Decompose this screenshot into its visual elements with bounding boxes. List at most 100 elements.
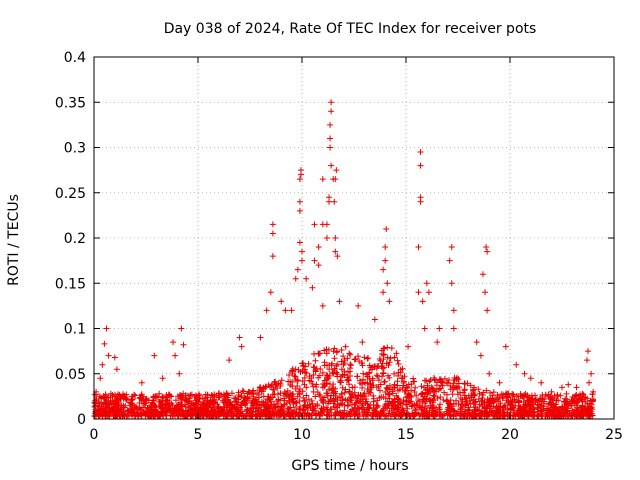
- background-point: [342, 396, 349, 403]
- background-point: [158, 398, 165, 405]
- background-point: [347, 362, 354, 369]
- data-point: [486, 370, 493, 377]
- background-point: [114, 392, 121, 399]
- background-point: [325, 346, 332, 353]
- background-point: [366, 405, 373, 412]
- data-point: [565, 381, 572, 388]
- background-point: [285, 378, 292, 385]
- background-point: [327, 396, 334, 403]
- background-point: [569, 410, 576, 417]
- background-point: [394, 357, 401, 364]
- background-point: [345, 376, 352, 383]
- background-point: [410, 375, 417, 382]
- background-point: [200, 401, 207, 408]
- background-point: [538, 412, 545, 419]
- background-point: [430, 396, 437, 403]
- background-point: [433, 404, 440, 411]
- y-tick-label: 0.25: [55, 186, 86, 202]
- background-point: [557, 392, 564, 399]
- data-point: [359, 339, 366, 346]
- background-point: [132, 392, 139, 399]
- background-point: [356, 377, 363, 384]
- background-point: [450, 380, 457, 387]
- background-point: [347, 351, 354, 358]
- background-point: [589, 391, 596, 398]
- data-point: [296, 207, 303, 214]
- background-point: [300, 394, 307, 401]
- background-point: [548, 396, 555, 403]
- background-point: [193, 394, 200, 401]
- background-point: [351, 384, 358, 391]
- background-point: [313, 410, 320, 417]
- data-point: [269, 230, 276, 237]
- background-point: [562, 409, 569, 416]
- background-point: [523, 402, 530, 409]
- background-point: [212, 412, 219, 419]
- background-point: [380, 369, 387, 376]
- background-point: [467, 411, 474, 418]
- background-point: [297, 369, 304, 376]
- background-point: [509, 402, 516, 409]
- data-point: [323, 235, 330, 241]
- background-point: [303, 392, 310, 399]
- background-point: [109, 397, 116, 404]
- background-point: [220, 391, 227, 398]
- background-point: [537, 407, 544, 414]
- background-point: [331, 365, 338, 372]
- background-point: [434, 395, 441, 402]
- data-point: [342, 343, 349, 350]
- background-point: [391, 370, 398, 377]
- background-point: [352, 355, 359, 362]
- y-axis-label: ROTI / TECUs: [6, 194, 22, 286]
- data-point: [170, 339, 177, 346]
- x-tick-label: 20: [501, 427, 519, 443]
- background-point: [273, 411, 280, 418]
- background-point: [366, 369, 373, 376]
- background-point: [203, 407, 210, 414]
- background-point: [532, 397, 539, 404]
- data-point: [415, 244, 422, 251]
- background-point: [115, 399, 122, 406]
- background-point: [382, 401, 389, 408]
- background-point: [370, 395, 377, 402]
- background-point: [385, 372, 392, 379]
- background-point: [310, 363, 317, 370]
- background-point: [343, 377, 350, 384]
- data-point: [238, 343, 245, 350]
- data-point: [269, 253, 276, 260]
- background-point: [378, 363, 385, 370]
- background-point: [394, 396, 401, 403]
- data-point: [483, 244, 490, 251]
- background-point: [380, 356, 387, 363]
- data-point: [573, 384, 580, 391]
- data-point: [288, 307, 295, 314]
- background-point: [218, 406, 225, 413]
- background-point: [411, 388, 418, 395]
- background-point: [95, 410, 102, 417]
- background-point: [176, 410, 183, 417]
- background-point: [362, 380, 369, 387]
- background-point: [403, 384, 410, 391]
- background-point: [277, 406, 284, 413]
- data-point: [315, 262, 322, 269]
- background-point: [337, 378, 344, 385]
- background-point: [164, 399, 171, 406]
- data-point: [311, 221, 318, 228]
- data-point: [292, 275, 299, 282]
- data-point: [159, 375, 166, 382]
- data-point: [436, 325, 443, 332]
- background-point: [369, 413, 376, 420]
- background-point: [515, 402, 522, 409]
- data-point: [382, 244, 389, 251]
- background-point: [487, 389, 494, 396]
- data-point: [585, 348, 591, 355]
- background-point: [138, 392, 145, 399]
- background-point: [429, 386, 436, 393]
- data-point: [111, 354, 118, 361]
- background-point: [297, 404, 304, 411]
- background-point: [355, 391, 362, 398]
- background-point: [548, 412, 555, 419]
- background-point: [441, 375, 448, 382]
- background-point: [426, 413, 433, 420]
- background-point: [391, 354, 398, 361]
